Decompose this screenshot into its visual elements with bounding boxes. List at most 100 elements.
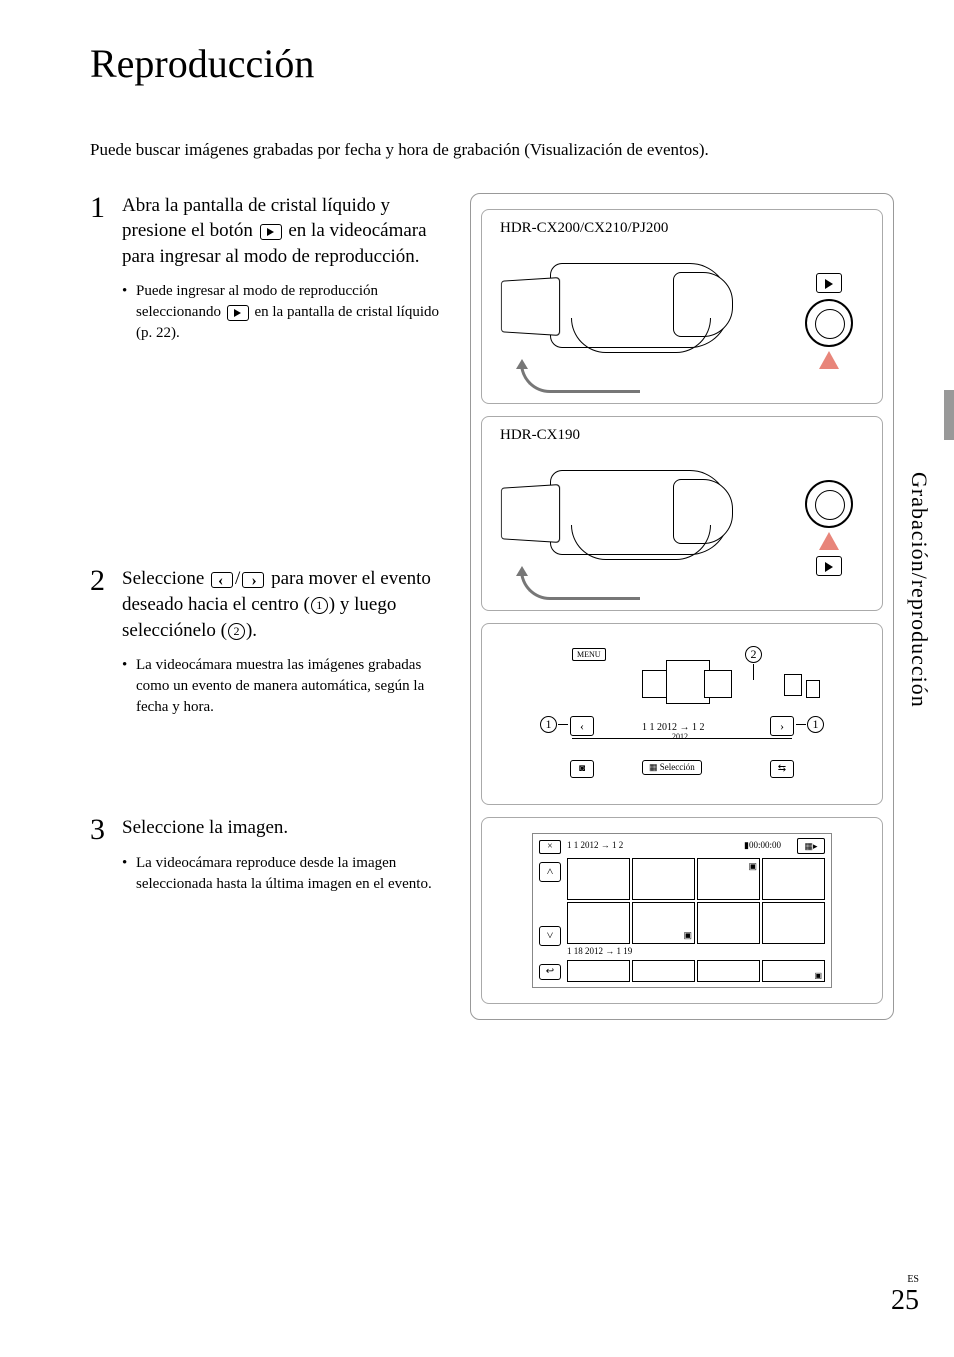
photo-icon: ▣: [814, 971, 822, 980]
content-columns: 1 Abra la pantalla de cristal líquido y …: [90, 193, 894, 1020]
knob-circle-icon: [805, 480, 853, 528]
side-tab: Grabación/reproducción: [904, 390, 934, 790]
step-2: 2 Seleccione / para mover el evento dese…: [90, 566, 450, 718]
event-view-screen: MENU ‹ › 1 1 2012 → 1 2 2012 ▦ Selección…: [532, 644, 832, 784]
thumbnail[interactable]: [762, 902, 825, 944]
thumbnail[interactable]: [567, 902, 630, 944]
thumbnail[interactable]: [762, 858, 825, 900]
camcorder-sketch-a: [490, 243, 874, 393]
up-arrow-icon: [819, 351, 839, 369]
thumbnail[interactable]: [697, 960, 760, 982]
camcorder-strap: [571, 318, 711, 353]
model-b-label: HDR-CX190: [500, 427, 874, 444]
step-3: 3 Seleccione la imagen. La videocámara r…: [90, 815, 450, 895]
panel-model-b: HDR-CX190: [481, 416, 883, 611]
scroll-down-button[interactable]: ˅: [539, 926, 561, 946]
play-icon: [816, 273, 842, 293]
switch-button[interactable]: ⇆: [770, 760, 794, 778]
thumb-time-value: 00:00:00: [749, 840, 781, 850]
thumbnail[interactable]: ▣: [697, 858, 760, 900]
open-arrow: [520, 363, 640, 393]
thumbnail-screen: × 1 1 2012 → 1 2 ▮00:00:00 ▦▸ ˄ ˅ ↩ ▣ ▣: [532, 833, 832, 988]
camcorder-lcd: [501, 483, 560, 542]
seleccion-button[interactable]: ▦ Selección: [642, 760, 702, 775]
thumb-date-top: 1 1 2012 → 1 2: [567, 840, 623, 850]
callout-2: 2: [745, 646, 762, 663]
seleccion-label: Selección: [660, 762, 695, 772]
camcorder-body: [550, 263, 730, 348]
play-icon: [227, 305, 249, 321]
step-number: 1: [90, 193, 110, 345]
thumbnail-grid-2: ▣: [567, 960, 825, 982]
step-2-heading-a: Seleccione: [122, 568, 209, 589]
camcorder-sketch-b: [490, 450, 874, 600]
step-number: 2: [90, 566, 110, 718]
media-button[interactable]: ◙: [570, 760, 594, 778]
right-chevron-icon: [242, 572, 264, 588]
page-number: ES 25: [891, 1274, 919, 1317]
steps-column: 1 Abra la pantalla de cristal líquido y …: [90, 193, 450, 1020]
page-title: Reproducción: [90, 40, 894, 87]
step-number: 3: [90, 815, 110, 895]
left-chevron-icon: [211, 572, 233, 588]
thumb-date-mid: 1 18 2012 → 1 19: [567, 946, 632, 956]
thumbnail[interactable]: [567, 858, 630, 900]
panel-thumbnail-view: × 1 1 2012 → 1 2 ▮00:00:00 ▦▸ ˄ ˅ ↩ ▣ ▣: [481, 817, 883, 1004]
thumbnail[interactable]: ▣: [632, 902, 695, 944]
circled-1: 1: [311, 597, 328, 614]
camcorder-lcd: [501, 276, 560, 335]
play-icon: [260, 224, 282, 240]
callout-line: [753, 664, 754, 680]
open-arrow: [520, 570, 640, 600]
thumbnail[interactable]: [632, 960, 695, 982]
intro-text: Puede buscar imágenes grabadas por fecha…: [90, 137, 894, 163]
callout-line: [558, 724, 568, 725]
step-2-heading-d: ).: [246, 620, 257, 641]
side-thumb: [784, 674, 802, 696]
step-2-heading: Seleccione / para mover el evento desead…: [122, 566, 450, 643]
timeline-year: 2012: [672, 732, 688, 741]
side-thumb: [806, 680, 820, 698]
slash: /: [235, 568, 240, 589]
camcorder-body: [550, 470, 730, 555]
step-3-note: La videocámara reproduce desde la imagen…: [122, 853, 450, 895]
callout-line: [796, 724, 806, 725]
panel-model-a: HDR-CX200/CX210/PJ200: [481, 209, 883, 404]
page-number-value: 25: [891, 1285, 919, 1316]
back-button[interactable]: ↩: [539, 964, 561, 980]
step-1-heading: Abra la pantalla de cristal líquido y pr…: [122, 193, 450, 270]
play-icon: [816, 556, 842, 576]
knob-circle-icon: [805, 299, 853, 347]
thumbnail[interactable]: [632, 858, 695, 900]
thumbnail-grid: ▣ ▣: [567, 858, 825, 944]
step-3-heading: Seleccione la imagen.: [122, 815, 450, 841]
next-event-button[interactable]: ›: [770, 716, 794, 736]
event-thumb: [704, 670, 732, 698]
up-arrow-icon: [819, 532, 839, 550]
photo-icon: ▣: [748, 861, 757, 872]
thumbnail[interactable]: ▣: [762, 960, 825, 982]
camcorder-strap: [571, 525, 711, 560]
step-2-note: La videocámara muestra las imágenes grab…: [122, 655, 450, 718]
figures-column: HDR-CX200/CX210/PJ200 HDR-CX190: [470, 193, 894, 1020]
play-button-detail: [799, 273, 859, 353]
play-button-detail: [799, 480, 859, 560]
mode-button[interactable]: ▦▸: [797, 838, 825, 854]
menu-button[interactable]: MENU: [572, 648, 606, 661]
thumb-time: ▮00:00:00: [744, 840, 781, 851]
callout-1-right: 1: [807, 716, 824, 733]
thumbnail[interactable]: [567, 960, 630, 982]
page-lang: ES: [891, 1274, 919, 1285]
scroll-up-button[interactable]: ˄: [539, 862, 561, 882]
prev-event-button[interactable]: ‹: [570, 716, 594, 736]
side-tab-marker: [944, 390, 954, 440]
callout-1-left: 1: [540, 716, 557, 733]
photo-icon: ▣: [683, 930, 692, 941]
circled-2: 2: [228, 623, 245, 640]
thumbnail[interactable]: [697, 902, 760, 944]
model-a-label: HDR-CX200/CX210/PJ200: [500, 220, 874, 237]
close-button[interactable]: ×: [539, 840, 561, 854]
panel-event-view: MENU ‹ › 1 1 2012 → 1 2 2012 ▦ Selección…: [481, 623, 883, 805]
event-thumbnails[interactable]: [642, 650, 742, 715]
step-1-note: Puede ingresar al modo de reproducción s…: [122, 281, 450, 344]
